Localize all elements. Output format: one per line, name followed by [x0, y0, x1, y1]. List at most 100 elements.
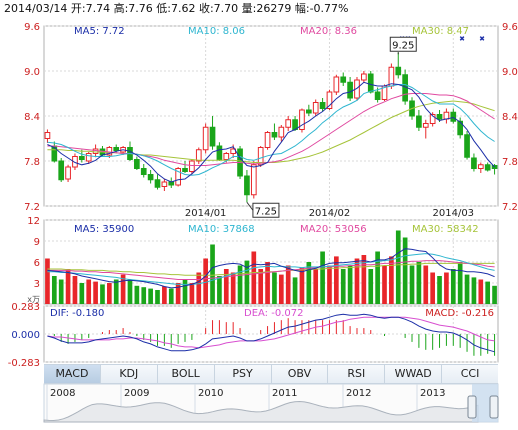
- candle-body: [250, 164, 257, 196]
- volume-bar: [141, 287, 147, 304]
- candle-body: [285, 119, 292, 128]
- price-ma20-line: [47, 93, 495, 166]
- candle-body: [278, 126, 285, 138]
- volume-bar: [86, 279, 92, 304]
- volume-bar: [361, 255, 367, 304]
- date-tick-2: 2014/03: [433, 208, 475, 219]
- volume-bar: [306, 262, 312, 304]
- volume-bar: [327, 265, 332, 304]
- volume-bar: [299, 267, 305, 304]
- candle-body: [429, 114, 436, 124]
- candle-body: [223, 153, 230, 160]
- volume-bar: [450, 269, 456, 304]
- header-quote: 2014/03/14 开:7.74 高:7.76 低:7.62 收:7.70 量…: [4, 1, 349, 15]
- volume-bar: [210, 244, 215, 304]
- volume-bar: [278, 274, 284, 304]
- volume-bar: [203, 258, 208, 304]
- volume-bar: [51, 276, 57, 304]
- candle-body: [450, 111, 457, 122]
- volume-bar: [492, 285, 497, 304]
- volume-bar: [389, 256, 394, 304]
- volume-legend-1: MA10: 37868: [188, 224, 255, 235]
- macd-tick-0: 0.283: [11, 302, 40, 313]
- macd-tick-2: -0.283: [8, 358, 40, 369]
- tab-boll[interactable]: BOLL: [158, 365, 215, 383]
- volume-bar: [292, 277, 298, 304]
- volume-bar: [134, 285, 140, 304]
- price-tick-right-4: 7.2: [502, 202, 518, 213]
- candle-body: [202, 126, 209, 151]
- annotation-label-1: 7.25: [255, 206, 277, 217]
- volume-bar: [382, 265, 387, 304]
- volume-tick-3: 3: [34, 279, 40, 290]
- candle-body: [78, 156, 85, 160]
- candle-body: [113, 147, 120, 151]
- candle-body: [361, 73, 367, 81]
- volume-ma10-line: [47, 253, 495, 285]
- volume-tick-0: 12: [27, 216, 40, 227]
- annotation-box: [252, 202, 280, 218]
- volume-bar: [168, 288, 174, 304]
- volume-bar: [244, 260, 250, 304]
- volume-bar: [437, 276, 442, 304]
- overview-year-0: 2008: [50, 388, 75, 399]
- overview-handle-right[interactable]: [489, 395, 499, 419]
- candle-body: [436, 114, 443, 120]
- overview-area: [43, 400, 479, 423]
- tab-cci[interactable]: CCI: [460, 367, 480, 380]
- volume-bar: [155, 290, 160, 304]
- volume-bar: [237, 265, 243, 304]
- volume-bar: [340, 269, 346, 304]
- macd-legend-macd: MACD: -0.216: [425, 308, 494, 319]
- candle-body: [44, 132, 51, 139]
- volume-legend-0: MA5: 35900: [74, 224, 134, 235]
- volume-bar: [423, 265, 429, 304]
- tab-obv[interactable]: OBV: [272, 365, 329, 383]
- candle-body: [72, 156, 78, 168]
- marker-icon: ✖: [459, 35, 465, 43]
- volume-bar: [217, 276, 222, 304]
- candle-body: [443, 111, 450, 120]
- volume-bar: [148, 288, 153, 304]
- volume-bar: [347, 265, 353, 304]
- overview-year-3: 2011: [272, 388, 297, 399]
- volume-bar: [444, 272, 449, 304]
- price-ma5-line: [47, 81, 495, 183]
- candle-body: [182, 168, 188, 172]
- tab-wwad[interactable]: WWAD: [385, 365, 443, 383]
- candle-body: [326, 91, 333, 109]
- candle-body: [340, 76, 347, 83]
- volume-bar: [258, 269, 264, 304]
- candle-body: [51, 145, 58, 162]
- volume-legend-2: MA20: 53056: [300, 224, 367, 235]
- price-tick-left-4: 7.2: [24, 202, 40, 213]
- candle-body: [175, 168, 181, 186]
- price-tick-right-1: 9.0: [502, 67, 518, 78]
- tab-psy[interactable]: PSY: [215, 365, 272, 383]
- volume-legend-3: MA30: 58342: [412, 224, 479, 235]
- volume-bar: [113, 279, 119, 304]
- volume-bar: [457, 262, 463, 304]
- tab-kdj[interactable]: KDJ: [101, 365, 158, 383]
- volume-bar: [175, 283, 181, 304]
- volume-bar: [416, 262, 422, 304]
- macd-dif-line: [47, 313, 495, 353]
- tab-macd[interactable]: MACD: [44, 365, 101, 383]
- candle-body: [65, 166, 71, 180]
- volume-bar: [182, 279, 188, 304]
- candle-body: [209, 126, 216, 147]
- volume-bar: [223, 269, 229, 304]
- volume-bar: [485, 281, 491, 304]
- candle-body: [312, 102, 319, 114]
- candle-body: [154, 179, 161, 188]
- volume-bar: [320, 251, 325, 304]
- overview-handle-left[interactable]: [467, 395, 477, 419]
- volume-bar: [471, 277, 477, 304]
- volume-bar: [65, 269, 71, 304]
- candle-body: [457, 120, 464, 136]
- tab-rsi[interactable]: RSI: [328, 365, 386, 383]
- volume-bar: [72, 276, 78, 304]
- candle-body: [305, 109, 312, 114]
- price-tick-left-0: 9.6: [24, 22, 40, 33]
- candle-body: [471, 157, 477, 169]
